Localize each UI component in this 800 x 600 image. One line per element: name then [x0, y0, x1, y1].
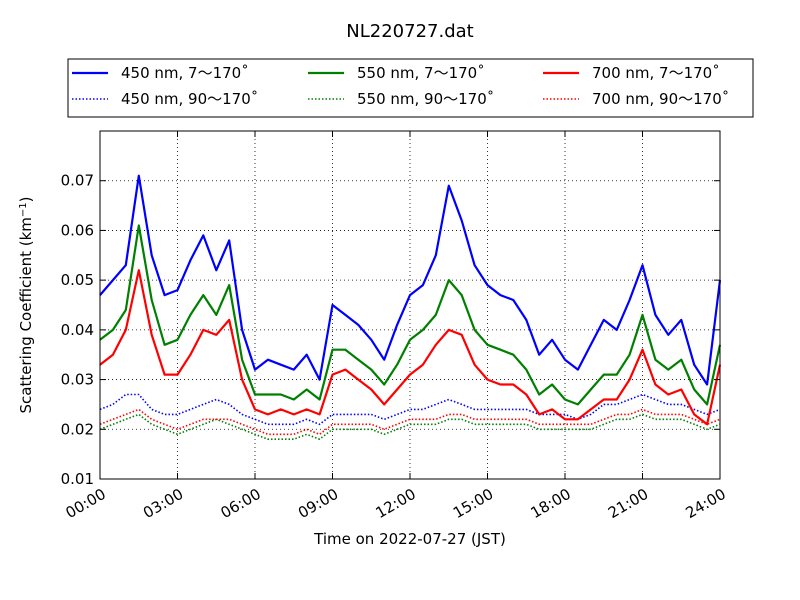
- y-axis-label-exponent: −1: [18, 202, 29, 217]
- legend-label: 700 nm, 90～170˚: [592, 90, 729, 108]
- y-axis-label: Scattering Coefficient (km−1): [17, 196, 35, 413]
- chart-title: NL220727.dat: [346, 21, 473, 42]
- y-tick-label: 0.02: [61, 420, 94, 438]
- series-line-0000ff-solid: [99, 174, 722, 386]
- legend-label: 550 nm, 90～170˚: [357, 90, 494, 108]
- legend-label: 450 nm, 90～170˚: [121, 90, 258, 108]
- series-line-008000-solid: [99, 224, 722, 406]
- legend-box: [67, 58, 754, 118]
- y-tick-label: 0.05: [61, 271, 94, 289]
- legend-label: 550 nm, 7～170˚: [357, 64, 485, 82]
- y-axis: 0.01 0.02 0.03 0.04 0.05 0.06 0.07: [61, 172, 720, 488]
- series-line-ff0000-solid: [99, 269, 722, 426]
- legend-label: 700 nm, 7～170˚: [592, 64, 720, 82]
- y-axis-label-text: Scattering Coefficient (km: [17, 217, 35, 413]
- y-tick-label: 0.04: [61, 321, 94, 339]
- series-layer: [99, 174, 722, 440]
- series-line-ff0000-dotted: [99, 408, 721, 436]
- y-tick-label: 0.07: [61, 172, 94, 190]
- y-tick-label: 0.01: [61, 470, 94, 488]
- x-axis-label: Time on 2022-07-27 (JST): [313, 530, 506, 548]
- legend-label: 450 nm, 7～170˚: [121, 64, 249, 82]
- y-tick-label: 0.06: [61, 221, 94, 239]
- series-line-008000-dotted: [99, 413, 721, 440]
- y-tick-label: 0.03: [61, 371, 94, 389]
- legend: 450 nm, 7～170˚ 450 nm, 90～170˚ 550 nm, 7～1…: [67, 58, 754, 118]
- y-axis-label-close: ): [17, 196, 35, 202]
